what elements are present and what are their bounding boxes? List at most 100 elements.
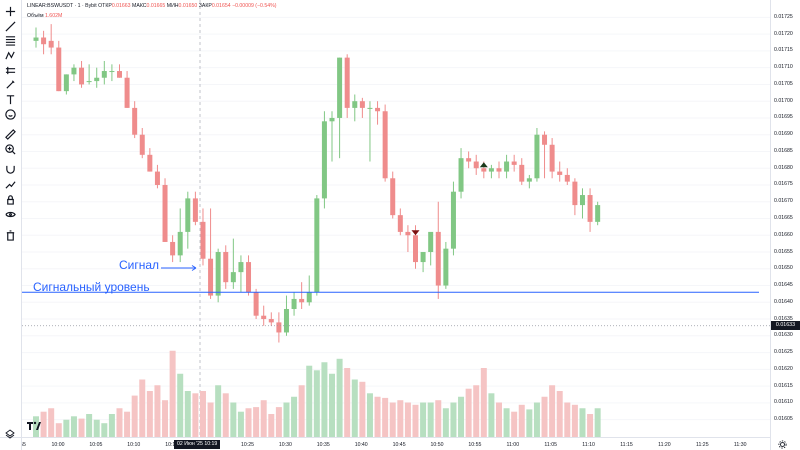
candle-body [253,292,259,316]
eye-icon[interactable] [3,208,18,221]
volume-bar [458,396,465,437]
volume-bar [33,416,39,437]
chart-pane[interactable]: 5510:0010:0510:1010:1510:2010:2510:3010:… [22,0,770,450]
candle-body [261,315,267,320]
open-value: 0.01663 [111,3,131,9]
price-tick-label: 0.01675 [774,181,793,188]
open-label: ОТКР [98,3,112,9]
price-tick-label: 0.01665 [774,215,793,221]
candle-body [56,47,62,92]
trend-line-icon[interactable] [3,20,18,33]
ruler-icon[interactable] [3,128,18,141]
volume-bar [495,402,502,437]
volume-bar [291,396,298,437]
change-value: −0.00009 (−0.54%) [232,3,277,9]
candle-body [63,74,69,92]
time-tick-label: 10:55 [468,442,481,448]
trash-icon[interactable] [3,229,18,242]
candle-body [185,198,191,232]
volume-bar [556,391,563,437]
candle-body [344,57,350,108]
volume-bar [78,418,85,437]
candle-body [124,77,130,108]
candle-body [458,158,464,192]
lock-icon[interactable] [3,193,18,206]
candle-body [443,248,449,286]
volume-bar [55,423,62,437]
tradingview-logo-icon[interactable] [27,421,41,431]
layers-icon[interactable] [5,429,15,439]
price-tick-label: 0.01605 [774,416,793,423]
volume-bar [199,391,206,437]
pattern-icon[interactable] [3,49,18,62]
candle-body [511,161,517,165]
volume-bar [511,411,518,437]
time-tick-label: 10:35 [317,442,330,448]
candle-body [504,161,510,172]
brush-icon[interactable] [3,78,18,91]
time-axis-divider [0,437,770,438]
candle-body [397,215,403,232]
volume-bar [450,402,457,437]
volume-bar [382,397,389,437]
drawing-mode-icon[interactable] [3,178,18,191]
volume-bar [184,391,191,437]
volume-bar [427,402,434,437]
volume-bar [579,408,586,437]
candle-body [405,231,411,236]
volume-bar [169,350,176,437]
crosshair-time-label: 02 Июн '25 10:19 [174,440,221,449]
crosshair-icon[interactable] [3,5,18,18]
price-chart[interactable]: 5510:0010:0510:1010:1510:2010:2510:3010:… [22,0,770,450]
time-tick-label: 10:40 [355,442,368,448]
time-tick-label: 10:30 [279,442,292,448]
volume-bar [215,385,222,437]
price-tick-label: 0.01655 [774,248,793,255]
volume-bar [412,404,419,437]
candle-body [572,181,578,206]
candle-body [246,262,252,293]
candle-body [162,184,168,242]
price-tick-label: 0.01670 [774,198,793,205]
magnet-icon[interactable] [3,163,18,176]
emoji-icon[interactable] [3,108,18,121]
fib-icon[interactable] [3,34,18,47]
candle-body [519,164,525,182]
candle-body [352,101,358,108]
measure-icon[interactable] [3,64,18,77]
signal-annotation[interactable]: Сигнал [119,258,160,272]
text-icon[interactable] [3,93,18,106]
volume-bar [162,400,169,437]
volume-bar [283,402,290,437]
price-tick-label: 0.01705 [774,80,793,87]
candle-body [208,258,214,296]
price-axis[interactable]: 0.01725 0.01720 0.01715 0.01710 0.01705 0.017… [770,0,800,450]
candle-body [283,308,289,333]
symbol-label[interactable]: LINEAR:BSWUSDT · 1 · Bybit [27,3,97,9]
candle-body [109,71,115,73]
candle-body [488,168,494,172]
axis-settings-icon[interactable] [778,440,787,449]
volume-bar [154,385,161,437]
volume-bar [321,362,328,437]
candle-body [359,101,365,108]
volume-bar [139,379,146,437]
signal-level-annotation[interactable]: Сигнальный уровень [33,280,150,294]
time-tick-label: 10:10 [127,442,140,448]
candle-body [337,57,343,118]
time-tick-label: 55 [22,442,26,448]
zoom-in-icon[interactable] [3,143,18,156]
volume-bar [101,423,108,437]
volume-bar [86,414,93,437]
volume-bar [587,414,594,437]
volume-bar [518,404,525,437]
volume-bar [329,373,336,437]
time-tick-label: 11:30 [734,442,747,448]
candle-body [329,117,335,122]
volume-bar [336,358,343,437]
candle-body [101,71,107,78]
time-tick-label: 11:25 [696,442,709,448]
volume-label[interactable]: Объём [27,13,44,19]
candle-body [299,298,305,303]
candle-body [367,107,373,109]
